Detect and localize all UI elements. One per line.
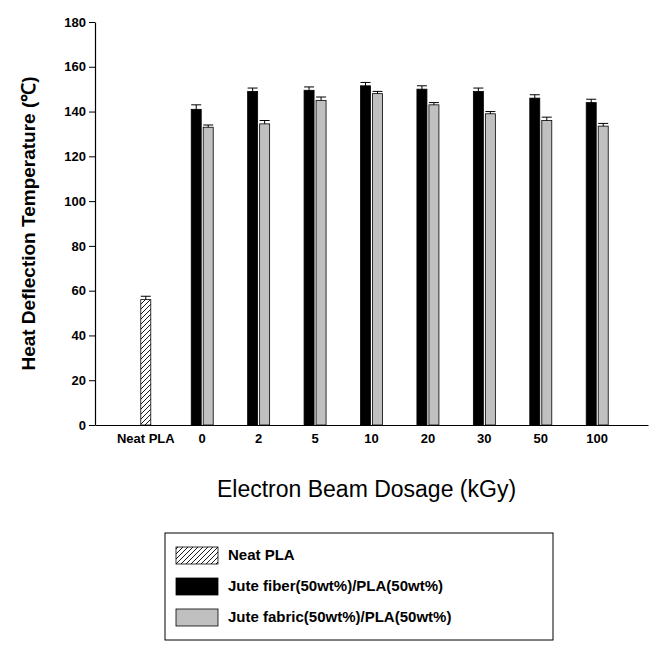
bar xyxy=(191,109,201,425)
x-tick-label: 0 xyxy=(199,431,206,446)
bar xyxy=(361,86,371,425)
error-cap xyxy=(417,85,427,86)
y-tick-label: 140 xyxy=(64,104,86,119)
x-tick: 100 xyxy=(586,425,608,446)
error-cap xyxy=(304,86,314,87)
legend-label: Jute fiber(50wt%)/PLA(50wt%) xyxy=(228,577,443,594)
y-tick-mark xyxy=(89,380,95,381)
legend: Neat PLA Jute fiber(50wt%)/PLA(50wt%) Jute… xyxy=(165,533,553,640)
x-tick-label: 20 xyxy=(421,431,435,446)
x-tick-label: 100 xyxy=(586,431,608,446)
x-tick-label: 30 xyxy=(477,431,491,446)
error-cap xyxy=(429,102,439,103)
y-tick-mark xyxy=(89,22,95,23)
y-tick: 80 xyxy=(72,239,95,254)
y-tick-mark xyxy=(89,425,95,426)
legend-swatch xyxy=(176,578,218,595)
y-tick-mark xyxy=(89,112,95,113)
bar xyxy=(542,121,552,425)
error-cap xyxy=(485,111,495,112)
bar xyxy=(260,124,270,425)
x-axis-line xyxy=(96,425,649,426)
error-cap xyxy=(203,124,213,125)
x-axis-title: Electron Beam Dosage (kGy) xyxy=(217,476,516,502)
error-cap xyxy=(260,120,270,121)
bar xyxy=(429,105,439,425)
legend-label: Neat PLA xyxy=(228,546,295,563)
y-tick-label: 20 xyxy=(72,373,86,388)
x-tick-label: 5 xyxy=(311,431,318,446)
bar xyxy=(586,103,596,425)
x-axis: Neat PLA 0 2 5 10 20 30 50 100 xyxy=(96,425,649,446)
y-tick-label: 100 xyxy=(64,194,86,209)
y-tick-label: 0 xyxy=(79,418,86,433)
y-tick: 40 xyxy=(72,328,95,343)
bar xyxy=(248,91,258,425)
x-tick-label: Neat PLA xyxy=(117,431,175,446)
legend-label: Jute fabric(50wt%)/PLA(50wt%) xyxy=(228,608,451,625)
error-cap xyxy=(248,88,258,89)
y-axis-title: Heat Deflection Temperature (℃) xyxy=(18,76,39,370)
y-tick-mark xyxy=(89,291,95,292)
error-cap xyxy=(141,296,151,297)
x-tick: 2 xyxy=(255,425,262,446)
x-tick: 5 xyxy=(311,425,318,446)
y-tick-label: 60 xyxy=(72,283,86,298)
y-tick: 160 xyxy=(64,59,95,74)
bar xyxy=(141,300,151,425)
x-tick: 10 xyxy=(364,425,378,446)
bar xyxy=(530,98,540,425)
bar xyxy=(304,90,314,425)
y-tick-label: 40 xyxy=(72,328,86,343)
x-tick-label: 50 xyxy=(534,431,548,446)
y-tick: 140 xyxy=(64,104,95,119)
bar xyxy=(485,114,495,425)
y-tick: 120 xyxy=(64,149,95,164)
y-tick-mark xyxy=(89,246,95,247)
x-tick: 0 xyxy=(199,425,206,446)
bar xyxy=(417,89,427,425)
x-tick-label: 2 xyxy=(255,431,262,446)
x-tick: 30 xyxy=(477,425,491,446)
y-tick-label: 180 xyxy=(64,15,86,30)
legend-box xyxy=(165,533,553,640)
error-cap xyxy=(530,94,540,95)
error-cap xyxy=(473,88,483,89)
y-tick-mark xyxy=(89,67,95,68)
y-tick-mark xyxy=(89,335,95,336)
bar xyxy=(373,94,383,425)
error-cap xyxy=(191,104,201,105)
x-tick: 20 xyxy=(421,425,435,446)
bar xyxy=(598,126,608,425)
y-tick-mark xyxy=(89,201,95,202)
y-tick: 60 xyxy=(72,283,95,298)
x-tick: Neat PLA xyxy=(117,425,175,446)
bar xyxy=(316,100,326,425)
error-cap xyxy=(598,123,608,124)
y-axis: 0 20 40 60 80 100 120 140 160 180 xyxy=(64,15,95,433)
y-tick: 180 xyxy=(64,15,95,30)
x-tick-label: 10 xyxy=(364,431,378,446)
chart: 0 20 40 60 80 100 120 140 160 180 Neat PLA 0 2 5 10 20 3… xyxy=(0,0,663,650)
error-cap xyxy=(586,99,596,100)
y-tick-label: 160 xyxy=(64,59,86,74)
y-tick-mark xyxy=(89,156,95,157)
y-tick: 0 xyxy=(79,418,95,433)
y-tick: 100 xyxy=(64,194,95,209)
bars xyxy=(141,82,608,425)
bar xyxy=(203,127,213,425)
y-tick-label: 120 xyxy=(64,149,86,164)
y-tick-label: 80 xyxy=(72,239,86,254)
bar xyxy=(473,91,483,425)
y-tick: 20 xyxy=(72,373,95,388)
error-cap xyxy=(542,117,552,118)
x-tick: 50 xyxy=(534,425,548,446)
legend-swatch xyxy=(176,609,218,626)
legend-swatch xyxy=(176,547,218,564)
error-cap xyxy=(361,82,371,83)
error-cap xyxy=(316,97,326,98)
bar-group xyxy=(141,86,608,425)
y-axis-line xyxy=(95,23,96,426)
error-cap xyxy=(373,91,383,92)
